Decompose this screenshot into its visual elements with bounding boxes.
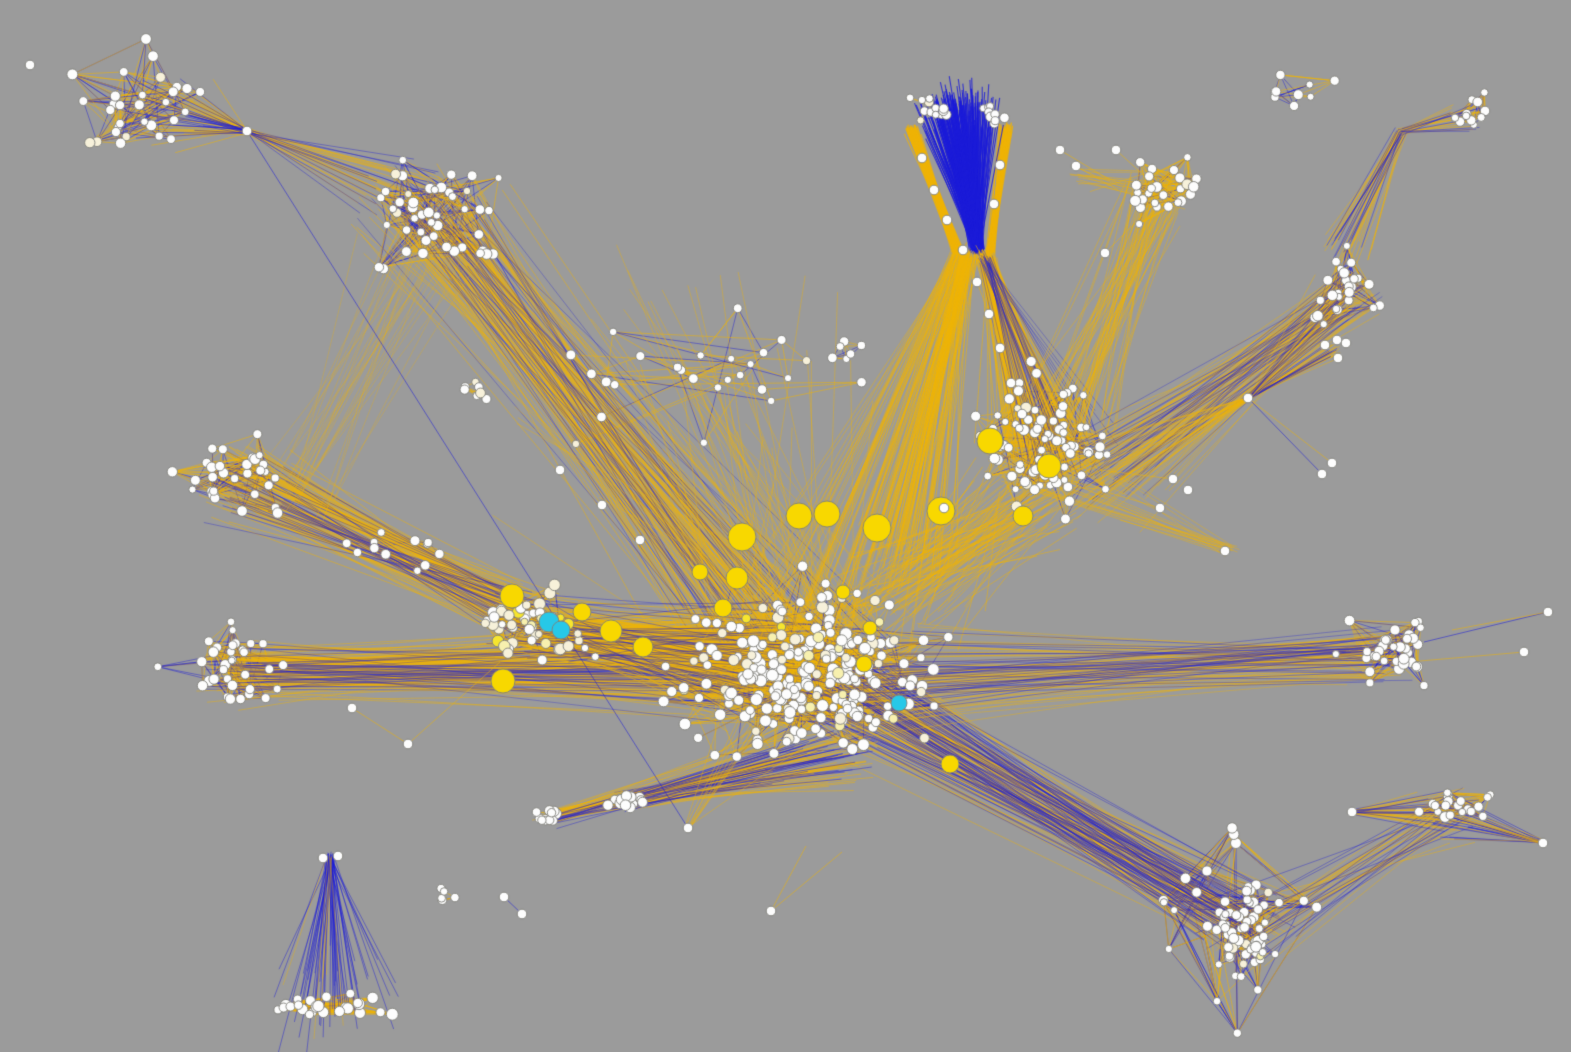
graph-viewport [0,0,1571,1052]
network-canvas[interactable] [0,0,1571,1052]
